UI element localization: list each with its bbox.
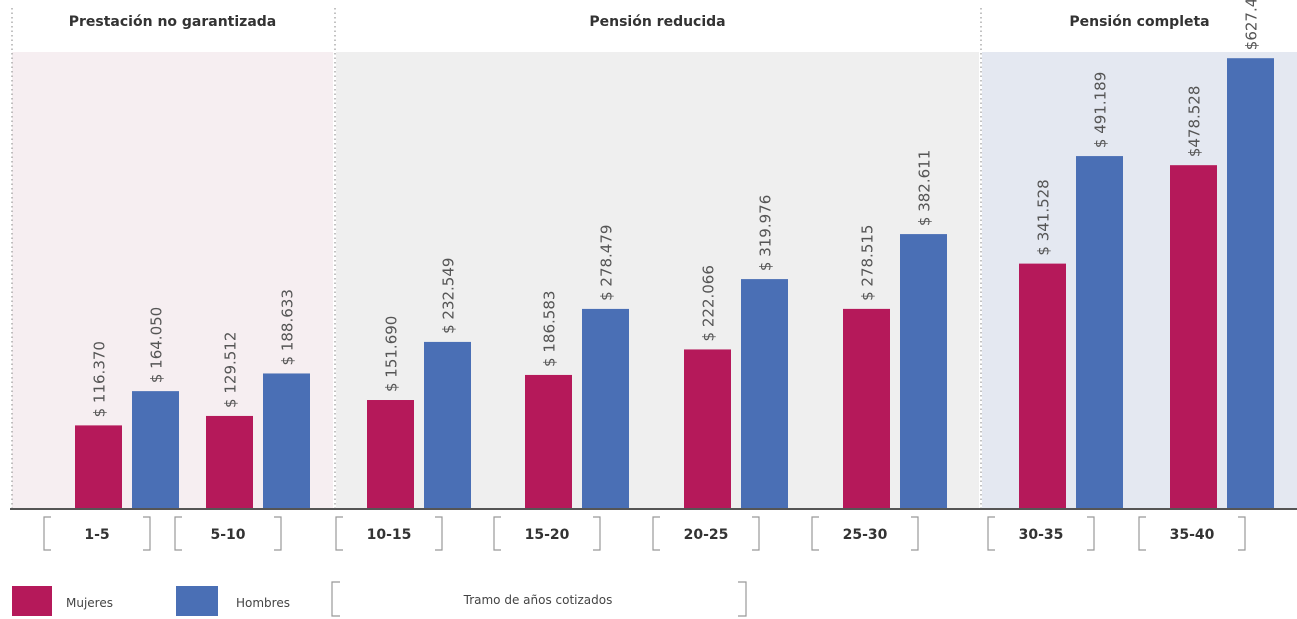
category-label: 15-20 [525, 527, 570, 543]
bar-mujeres-20-25 [684, 349, 731, 509]
value-label: $ 116.370 [91, 341, 109, 417]
bar-mujeres-10-15 [367, 400, 414, 509]
bar-hombres-15-20 [582, 308, 629, 509]
legend-label-hombres: Hombres [236, 596, 290, 610]
legend-swatch-hombres [176, 586, 218, 616]
category-bracket-left [987, 516, 995, 551]
bar-mujeres-1-5 [75, 425, 122, 509]
value-label: $478.528 [1186, 86, 1204, 158]
category-label: 30-35 [1019, 527, 1064, 543]
bar-hombres-5-10 [263, 373, 310, 509]
category-bracket-left [1138, 516, 1146, 551]
category-bracket-right [274, 516, 282, 551]
value-label: $ 164.050 [148, 307, 166, 383]
category-label: 20-25 [684, 527, 729, 543]
zone-title: Pensión completa [1069, 14, 1209, 30]
category-bracket-right [752, 516, 760, 551]
bar-hombres-25-30 [900, 234, 947, 509]
category-bracket-right [1238, 516, 1246, 551]
category-bracket-left [493, 516, 501, 551]
bar-hombres-10-15 [424, 341, 471, 509]
bar-hombres-1-5 [132, 391, 179, 509]
value-label: $ 186.583 [541, 291, 559, 367]
zone-title: Pensión reducida [589, 14, 725, 30]
category-bracket-left [335, 516, 343, 551]
value-label: $ 188.633 [279, 289, 297, 365]
bar-mujeres-35-40 [1170, 165, 1217, 510]
category-label: 5-10 [210, 527, 245, 543]
category-bracket-left [43, 516, 51, 551]
value-label: $ 222.066 [700, 265, 718, 341]
zone-titles: Prestación no garantizada Pensión reducid… [69, 14, 1210, 30]
category-bracket-right [1087, 516, 1095, 551]
legend-bracket-right [738, 581, 747, 617]
category-labels: 1-5 5-10 10-15 15-20 20-25 25-30 30-35 35-40 [43, 516, 1246, 551]
bar-mujeres-30-35 [1019, 263, 1066, 509]
category-bracket-left [811, 516, 819, 551]
value-label: $ 341.528 [1035, 179, 1053, 255]
value-label: $ 382.611 [916, 150, 934, 226]
legend-label-mujeres: Mujeres [66, 596, 113, 610]
value-label: $627.414 [1243, 0, 1261, 50]
category-bracket-right [143, 516, 151, 551]
value-label: $ 278.515 [859, 225, 877, 301]
value-label: $ 491.189 [1092, 72, 1110, 148]
legend-label-tramo: Tramo de años cotizados [463, 593, 613, 607]
category-label: 35-40 [1170, 527, 1215, 543]
legend-swatch-mujeres [12, 586, 52, 616]
bar-hombres-20-25 [741, 279, 788, 509]
bar-mujeres-25-30 [843, 308, 890, 509]
bars [75, 58, 1274, 510]
category-bracket-right [435, 516, 443, 551]
category-label: 25-30 [843, 527, 888, 543]
category-bracket-right [911, 516, 919, 551]
value-label: $ 319.976 [757, 195, 775, 271]
zone-title: Prestación no garantizada [69, 14, 277, 30]
legend-bracket-left [331, 581, 340, 617]
value-labels: $ 116.370 $ 164.050 $ 129.512 $ 188.633 $ 15… [91, 0, 1261, 417]
bar-mujeres-5-10 [206, 415, 253, 509]
bar-hombres-35-40 [1227, 58, 1274, 510]
category-label: 10-15 [367, 527, 412, 543]
category-label: 1-5 [84, 527, 109, 543]
bar-hombres-30-35 [1076, 156, 1123, 510]
bar-mujeres-15-20 [525, 374, 572, 509]
legend: Mujeres Hombres Tramo de años cotizados [12, 581, 747, 617]
category-bracket-left [174, 516, 182, 551]
value-label: $ 129.512 [222, 332, 240, 408]
value-label: $ 278.479 [598, 225, 616, 301]
value-label: $ 232.549 [440, 258, 458, 334]
category-bracket-left [652, 516, 660, 551]
value-label: $ 151.690 [383, 316, 401, 392]
category-bracket-right [593, 516, 601, 551]
